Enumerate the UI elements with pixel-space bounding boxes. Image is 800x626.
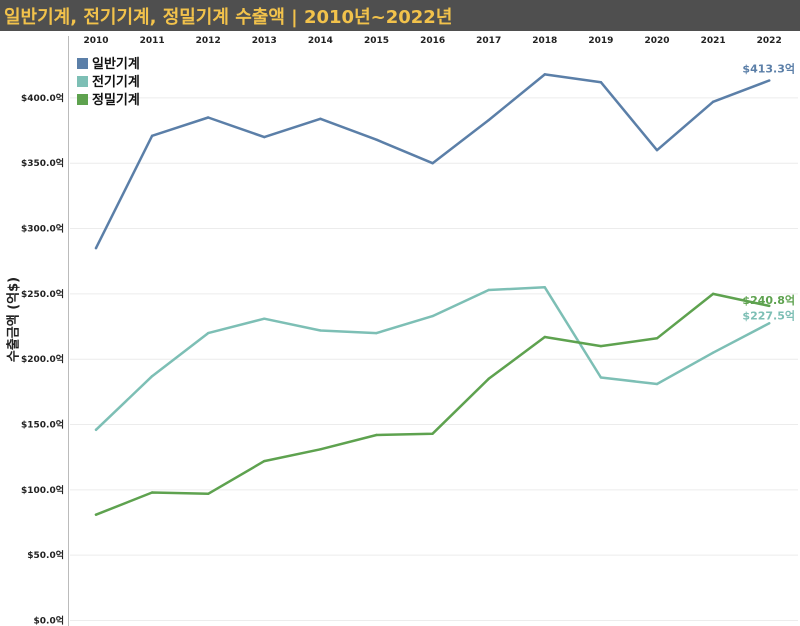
series-line-3 [94,292,771,516]
y-tick-label: $200.0억 [21,353,64,365]
x-tick-label: 2014 [308,36,333,46]
data-point [94,246,98,250]
data-point [319,117,322,121]
data-point [768,79,771,82]
x-tick-label: 2021 [701,36,726,46]
end-value-label: $240.8억 [742,294,795,307]
legend-label: 전기기계 [92,74,140,90]
data-point [150,374,154,378]
data-point [655,382,659,386]
data-point [431,432,434,435]
y-tick-label: $250.0억 [21,288,64,300]
legend-swatch [77,58,88,69]
data-point [487,118,490,122]
x-tick-label: 2015 [364,36,389,46]
data-point [599,344,603,348]
x-tick-label: 2013 [252,36,277,46]
data-point [263,317,266,320]
data-point [711,351,715,354]
data-point [375,433,378,437]
data-point [431,162,434,165]
end-value-label: $227.5억 [742,309,795,322]
series-line-1 [94,73,771,250]
x-tick-label: 2018 [532,36,557,46]
data-point [207,331,210,335]
y-tick-label: $350.0억 [21,157,64,169]
data-point [543,286,546,289]
data-point [711,100,715,104]
data-point [543,335,546,339]
x-tick-label: 2020 [644,36,669,46]
data-point [655,337,659,340]
data-point [94,513,98,516]
data-point [487,288,490,292]
x-tick-label: 2022 [757,36,782,46]
data-point [655,148,659,152]
end-value-label: $413.3억 [742,63,795,76]
data-point [431,314,434,318]
y-tick-label: $400.0억 [21,92,64,104]
chart-title: 일반기계, 전기기계, 정밀기계 수출액 | 2010년~2022년 [4,7,453,28]
legend-label: 정밀기계 [92,92,140,108]
data-point [94,428,98,431]
legend-swatch [77,76,88,87]
x-tick-label: 2012 [196,36,221,46]
y-tick-label: $50.0억 [27,549,64,561]
data-point [375,138,378,141]
data-point [599,376,603,379]
data-point [768,304,771,308]
data-point [711,292,715,296]
data-point [487,377,490,380]
x-tick-label: 2017 [476,36,501,46]
legend-swatch [77,94,88,105]
data-point [599,81,603,84]
x-tick-label: 2019 [588,36,613,46]
data-point [319,329,322,332]
data-point [319,448,322,451]
data-point [150,134,154,137]
series-line-2 [94,286,771,432]
legend-label: 일반기계 [92,56,140,72]
data-point [207,116,210,119]
data-point [375,331,378,335]
data-point [768,322,771,325]
x-tick-label: 2016 [420,36,445,46]
data-point [543,73,546,76]
y-axis-label: 수출금액 (억$) [6,276,22,363]
data-point [263,135,266,139]
y-tick-label: $150.0억 [21,419,64,431]
title-bar: 일반기계, 전기기계, 정밀기계 수출액 | 2010년~2022년 [0,0,800,31]
data-point [150,491,154,494]
data-point [207,492,210,495]
x-tick-label: 2010 [83,36,108,46]
y-tick-label: $0.0억 [34,615,65,626]
y-tick-label: $100.0억 [21,484,64,496]
x-tick-label: 2011 [140,36,165,46]
data-point [263,459,266,463]
y-tick-label: $300.0억 [21,223,64,235]
